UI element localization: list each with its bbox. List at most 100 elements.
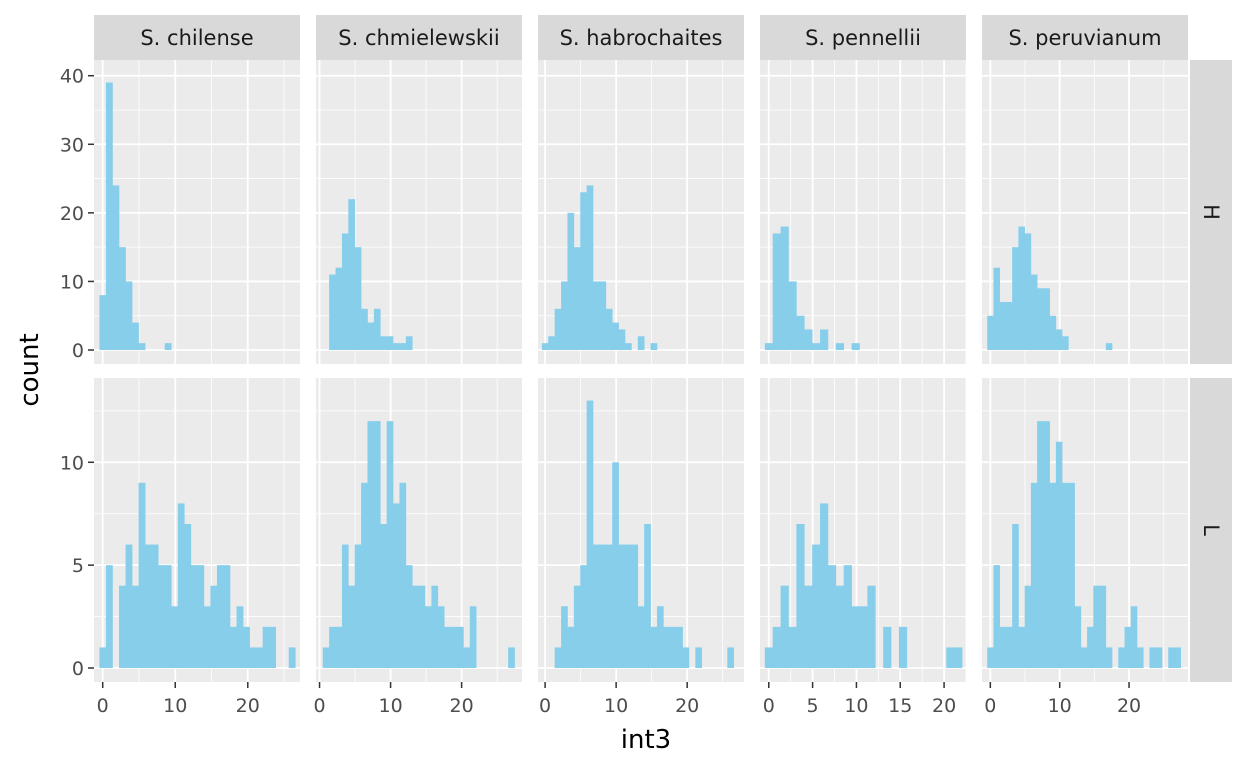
histogram-bar [1024,233,1032,350]
histogram-bar [780,585,789,668]
histogram-bar [399,343,407,350]
histogram-bar [812,343,821,350]
histogram-bar [1055,329,1063,350]
histogram-bar [322,647,330,668]
histogram-bar [599,544,607,668]
strip-label-s-peruvianum: S. peruvianum [1008,26,1161,50]
histogram-bar [561,281,568,350]
histogram-bar [1024,585,1032,668]
histogram-bar [1043,288,1050,350]
panel-s-pennellii-h [760,60,967,364]
histogram-bar [1074,606,1082,668]
histogram-bar [883,626,892,668]
histogram-bar [593,544,600,668]
strip-s-habrochaites [538,15,744,60]
histogram-bar [1124,626,1132,668]
histogram-bar [335,267,343,350]
histogram-bar [804,329,813,350]
x-tick-label: 20 [932,695,956,717]
histogram-bar [405,565,413,668]
histogram-bar [380,524,387,668]
histogram-bar [867,585,876,668]
histogram-bar [612,322,619,350]
histogram-bar [361,482,368,668]
panel-s-habrochaites-l [538,378,744,682]
histogram-bar [1043,421,1050,668]
histogram-bar [987,315,994,350]
panel-s-habrochaites-h [538,60,744,364]
strip-label-s-habrochaites: S. habrochaites [560,26,723,50]
histogram-bar [171,606,179,668]
histogram-bar [764,647,774,668]
histogram-bar [380,336,387,350]
histogram-bar [1105,343,1113,350]
histogram-bar [656,606,664,668]
histogram-bar [431,585,439,668]
histogram-bar [663,626,671,668]
histogram-bar [1137,647,1144,668]
histogram-bar [256,647,263,668]
histogram-bar [112,185,120,350]
histogram-bar [625,343,632,350]
histogram-bar [373,308,381,350]
histogram-bar [1062,482,1069,668]
histogram-bar [1049,315,1057,350]
histogram-bar [827,565,837,668]
histogram-bar [354,544,362,668]
histogram-bar [618,329,626,350]
histogram-bar [1030,274,1038,350]
row-strip-h [1190,60,1232,364]
histogram-bar [262,626,270,668]
histogram-bar [993,267,1000,350]
row-strip-l [1190,378,1232,682]
histogram-bar [373,421,381,668]
histogram-bar [386,336,394,350]
histogram-bar [987,647,994,668]
histogram-bar [367,421,375,668]
y-tick-label: 0 [72,340,84,362]
histogram-bar [605,308,613,350]
histogram-bar [637,606,645,668]
y-tick-label: 40 [60,66,84,88]
x-tick-label: 10 [1048,695,1072,717]
histogram-bar [425,606,432,668]
x-tick-label: 10 [378,695,402,717]
histogram-bar [1130,606,1138,668]
y-tick-label: 20 [60,203,84,225]
histogram-bar [99,295,107,350]
histogram-bar [145,544,152,668]
histogram-bar [580,565,587,668]
histogram-bar [269,626,277,668]
histogram-bar [820,503,829,668]
histogram-bar [561,606,568,668]
histogram-bar [580,192,587,350]
histogram-bar [288,647,296,668]
histogram-bar [637,336,645,350]
histogram-bar [164,565,172,668]
histogram-bar [223,565,231,668]
histogram-bar [1099,585,1107,668]
histogram-bar [593,281,600,350]
x-tick-label: 10 [844,695,868,717]
strip-s-chmielewskii [316,15,522,60]
histogram-bar [329,626,336,668]
strip-s-pennellii [760,15,966,60]
x-tick-label: 10 [604,695,628,717]
x-tick-label: 0 [984,695,996,717]
histogram-bar [341,544,349,668]
histogram-bar [946,647,955,668]
histogram-bar [348,585,356,668]
y-tick-label: 10 [60,271,84,293]
histogram-bar [1037,288,1044,350]
histogram-bar [631,544,639,668]
strip-s-chilense [94,15,300,60]
x-tick-label: 10 [163,695,187,717]
histogram-bar [399,482,407,668]
histogram-bar [151,544,159,668]
histogram-bar [158,565,166,668]
histogram-bar [463,647,471,668]
y-tick-label: 30 [60,134,84,156]
histogram-bar [541,343,549,350]
histogram-bar [329,274,336,350]
